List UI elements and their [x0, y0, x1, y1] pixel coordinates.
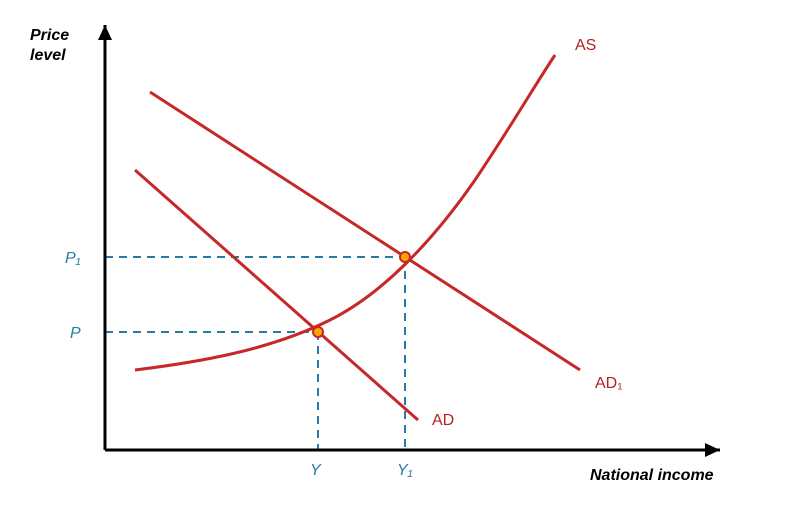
y-axis-title-line2: level	[30, 47, 66, 64]
P1-label: P₁	[65, 250, 81, 267]
ad1-curve	[150, 92, 580, 370]
P-label: P	[70, 325, 81, 342]
equilibrium-E	[313, 327, 323, 337]
y-axis-title-line1: Price	[30, 27, 69, 44]
ad-label: AD	[432, 412, 454, 429]
asad-chart: Price level National income AS AD AD₁ P …	[0, 0, 800, 510]
ad1-label: AD₁	[595, 375, 623, 392]
as-curve	[135, 55, 555, 370]
y-axis-arrow	[98, 25, 112, 40]
equilibrium-E1	[400, 252, 410, 262]
ad-curve	[135, 170, 418, 420]
Y-label: Y	[310, 462, 322, 479]
Y1-label: Y₁	[397, 462, 413, 479]
x-axis-title: National income	[590, 467, 714, 484]
as-label: AS	[575, 37, 596, 54]
chart-svg: Price level National income AS AD AD₁ P …	[0, 0, 800, 510]
x-axis-arrow	[705, 443, 720, 457]
